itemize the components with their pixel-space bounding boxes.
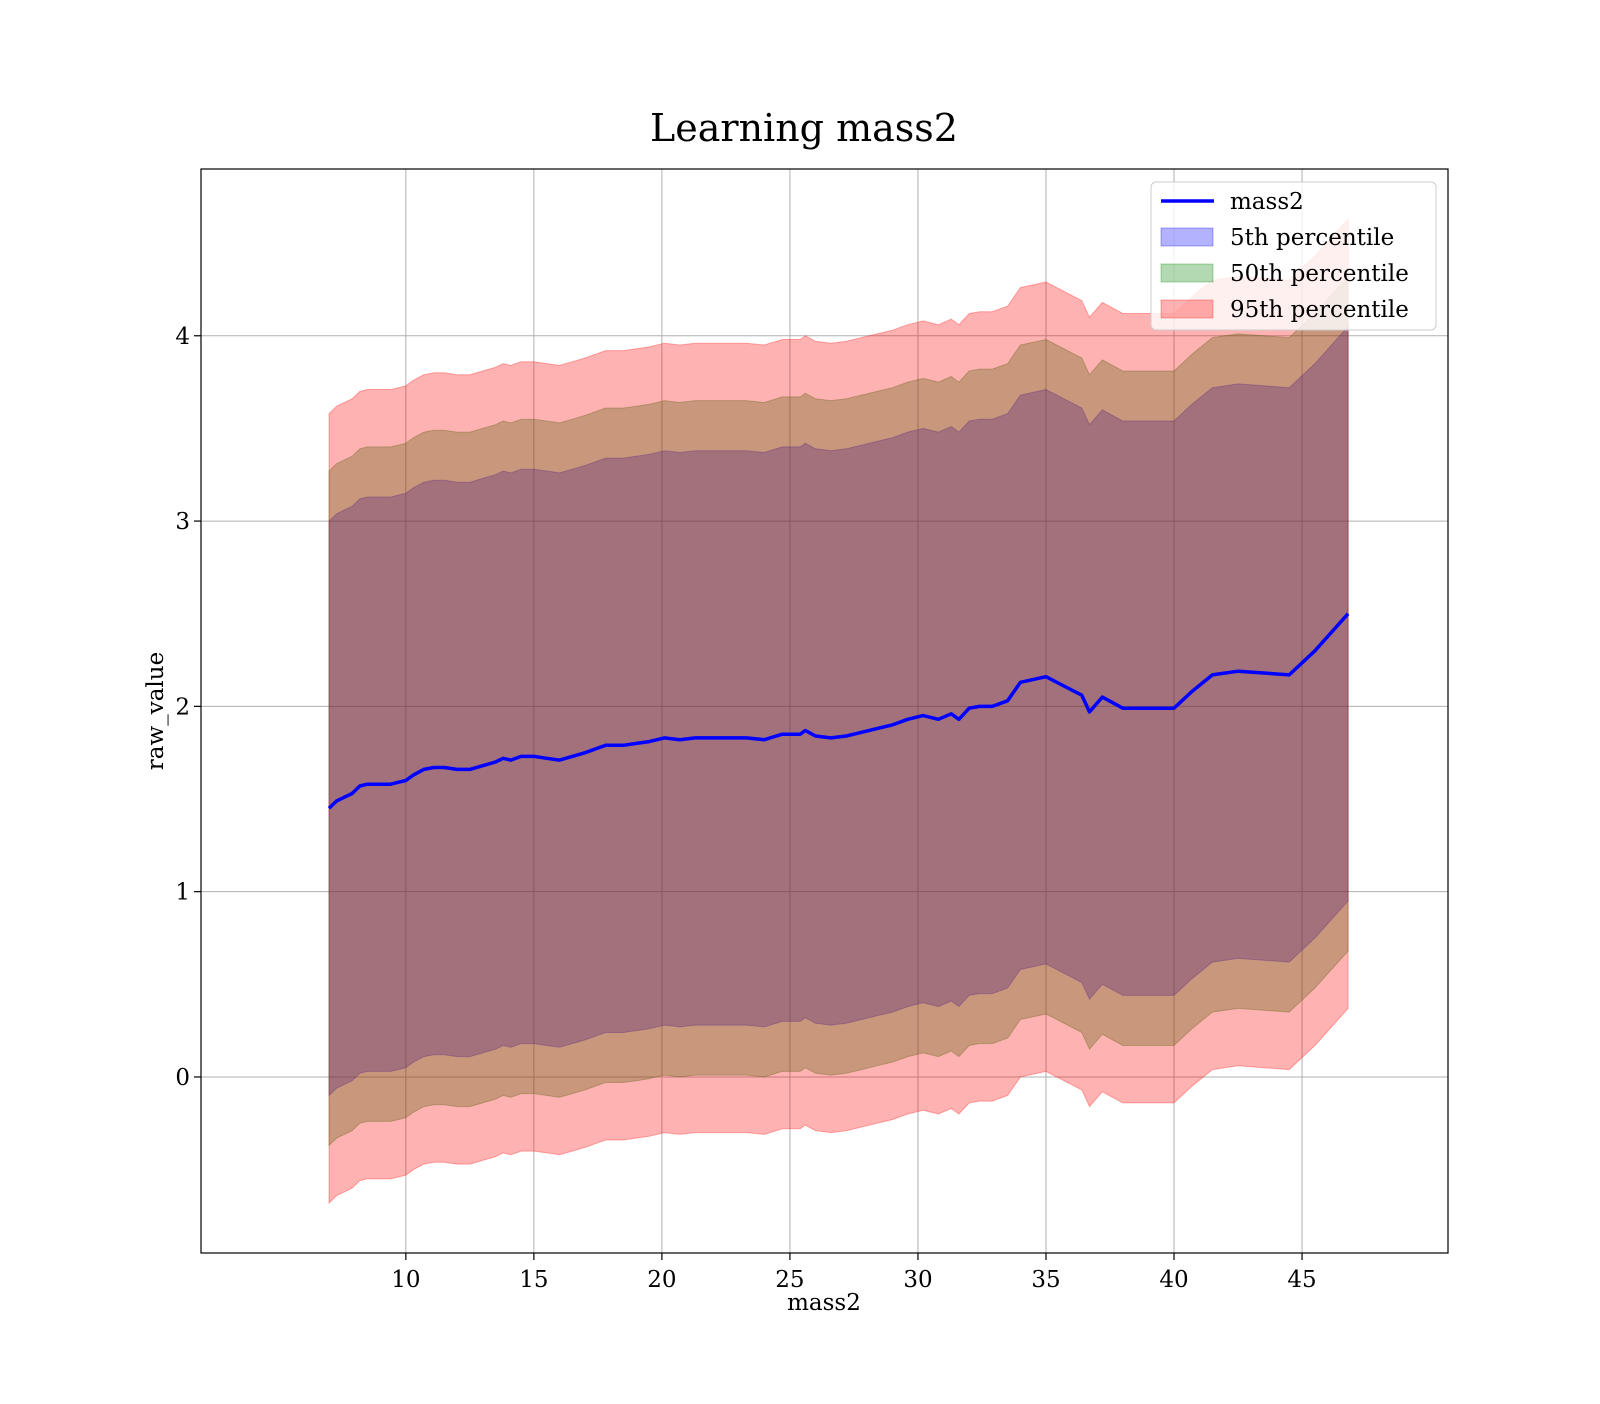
- x-tick-label: 20: [647, 1267, 676, 1293]
- legend-label-50th-percentile: 50th percentile: [1230, 261, 1409, 287]
- chart-title: Learning mass2: [650, 106, 958, 150]
- x-tick-label: 15: [519, 1267, 548, 1293]
- x-tick-label: 45: [1287, 1267, 1316, 1293]
- legend-label-5th-percentile: 5th percentile: [1230, 225, 1394, 251]
- legend-label-mass2: mass2: [1230, 189, 1304, 215]
- legend-swatch-5th-percentile: [1160, 227, 1214, 247]
- legend-swatch-50th-percentile: [1160, 263, 1214, 283]
- tick-layer: 10 15 20 25 30 35 40 45 0 1 2 3 4: [175, 324, 1316, 1293]
- line-layer: [327, 612, 1350, 810]
- band-layer: [328, 217, 1349, 1205]
- legend: mass2 5th percentile 50th percentile 95th p…: [1150, 181, 1437, 331]
- y-tick-label: 0: [175, 1065, 190, 1091]
- band-5th-percentile: [328, 325, 1349, 1097]
- series-line-mass2: [327, 612, 1350, 810]
- x-tick-label: 30: [903, 1267, 932, 1293]
- y-tick-label: 1: [175, 880, 190, 906]
- legend-swatch-95th-percentile: [1160, 299, 1214, 319]
- x-tick-label: 40: [1159, 1267, 1188, 1293]
- y-axis-label: raw_value: [143, 652, 169, 770]
- band-50th-percentile: [328, 275, 1349, 1147]
- x-tick-label: 25: [775, 1267, 804, 1293]
- x-tick-label: 35: [1031, 1267, 1060, 1293]
- legend-box: [1150, 181, 1437, 331]
- band-95th-percentile: [328, 217, 1349, 1205]
- y-tick-label: 3: [175, 509, 190, 535]
- grid-layer: [201, 169, 1448, 1253]
- y-tick-label: 4: [175, 324, 190, 350]
- y-tick-label: 2: [175, 694, 190, 720]
- x-tick-label: 10: [391, 1267, 420, 1293]
- x-axis-label: mass2: [787, 1290, 861, 1316]
- legend-label-95th-percentile: 95th percentile: [1230, 297, 1409, 323]
- plot-frame: [200, 168, 1449, 1254]
